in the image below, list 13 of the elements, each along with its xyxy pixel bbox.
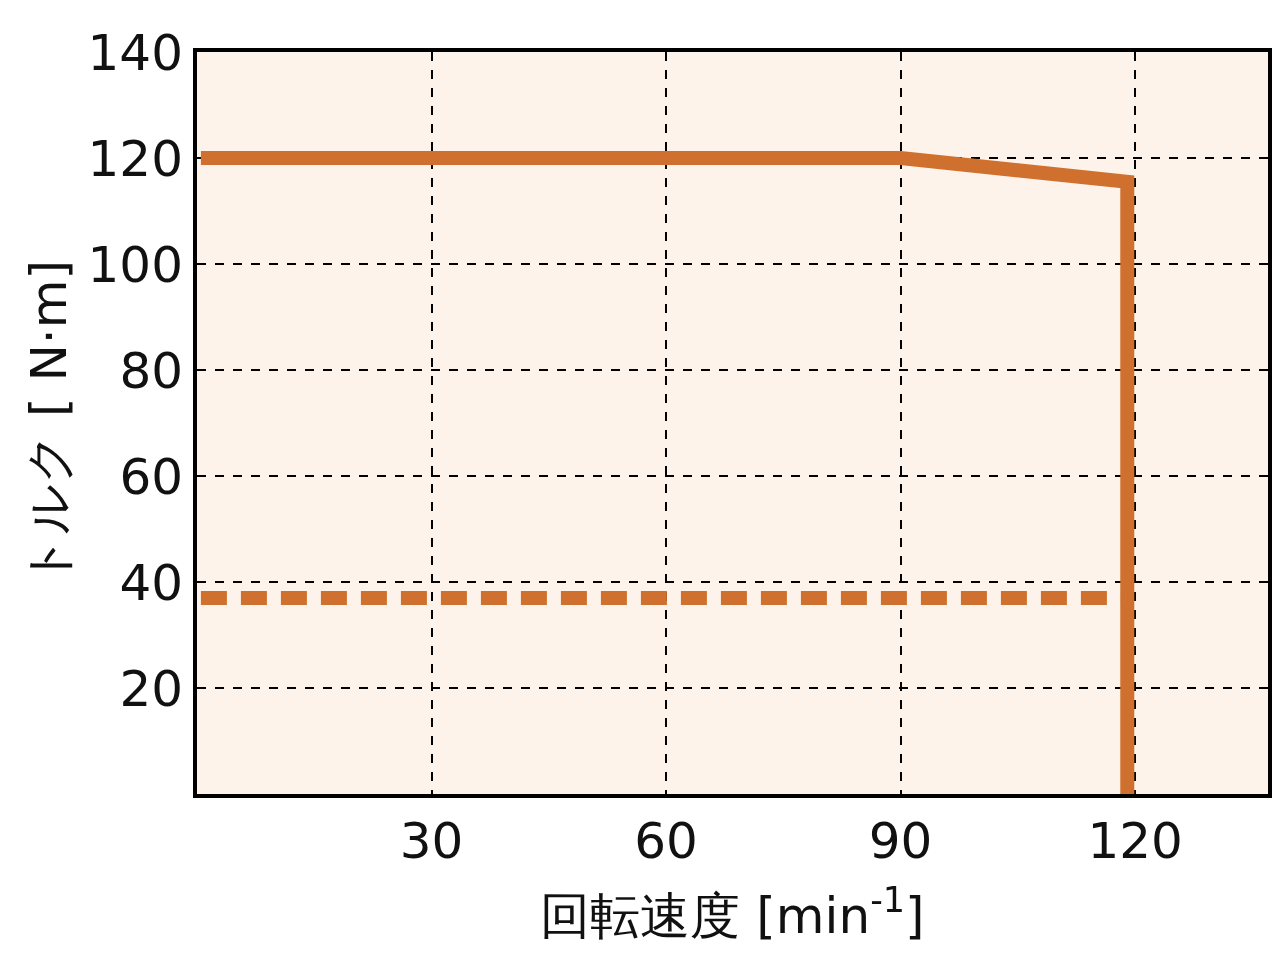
y-tick-label: 140	[87, 23, 183, 82]
x-tick-label: 30	[399, 812, 464, 870]
y-tick-label: 60	[119, 447, 183, 506]
y-tick-label: 100	[87, 235, 183, 294]
x-tick-label: 120	[1087, 812, 1183, 870]
y-axis-title: トルク [ N·m]	[20, 260, 79, 586]
x-tick-label: 90	[868, 812, 933, 870]
x-tick-label: 60	[634, 812, 698, 870]
y-tick-label: 20	[119, 659, 183, 718]
y-tick-label: 80	[119, 341, 183, 400]
y-tick-label: 40	[119, 553, 183, 612]
y-tick-label: 120	[87, 129, 183, 188]
x-axis-title: 回転速度 [min$^{-1}$]	[540, 880, 925, 945]
